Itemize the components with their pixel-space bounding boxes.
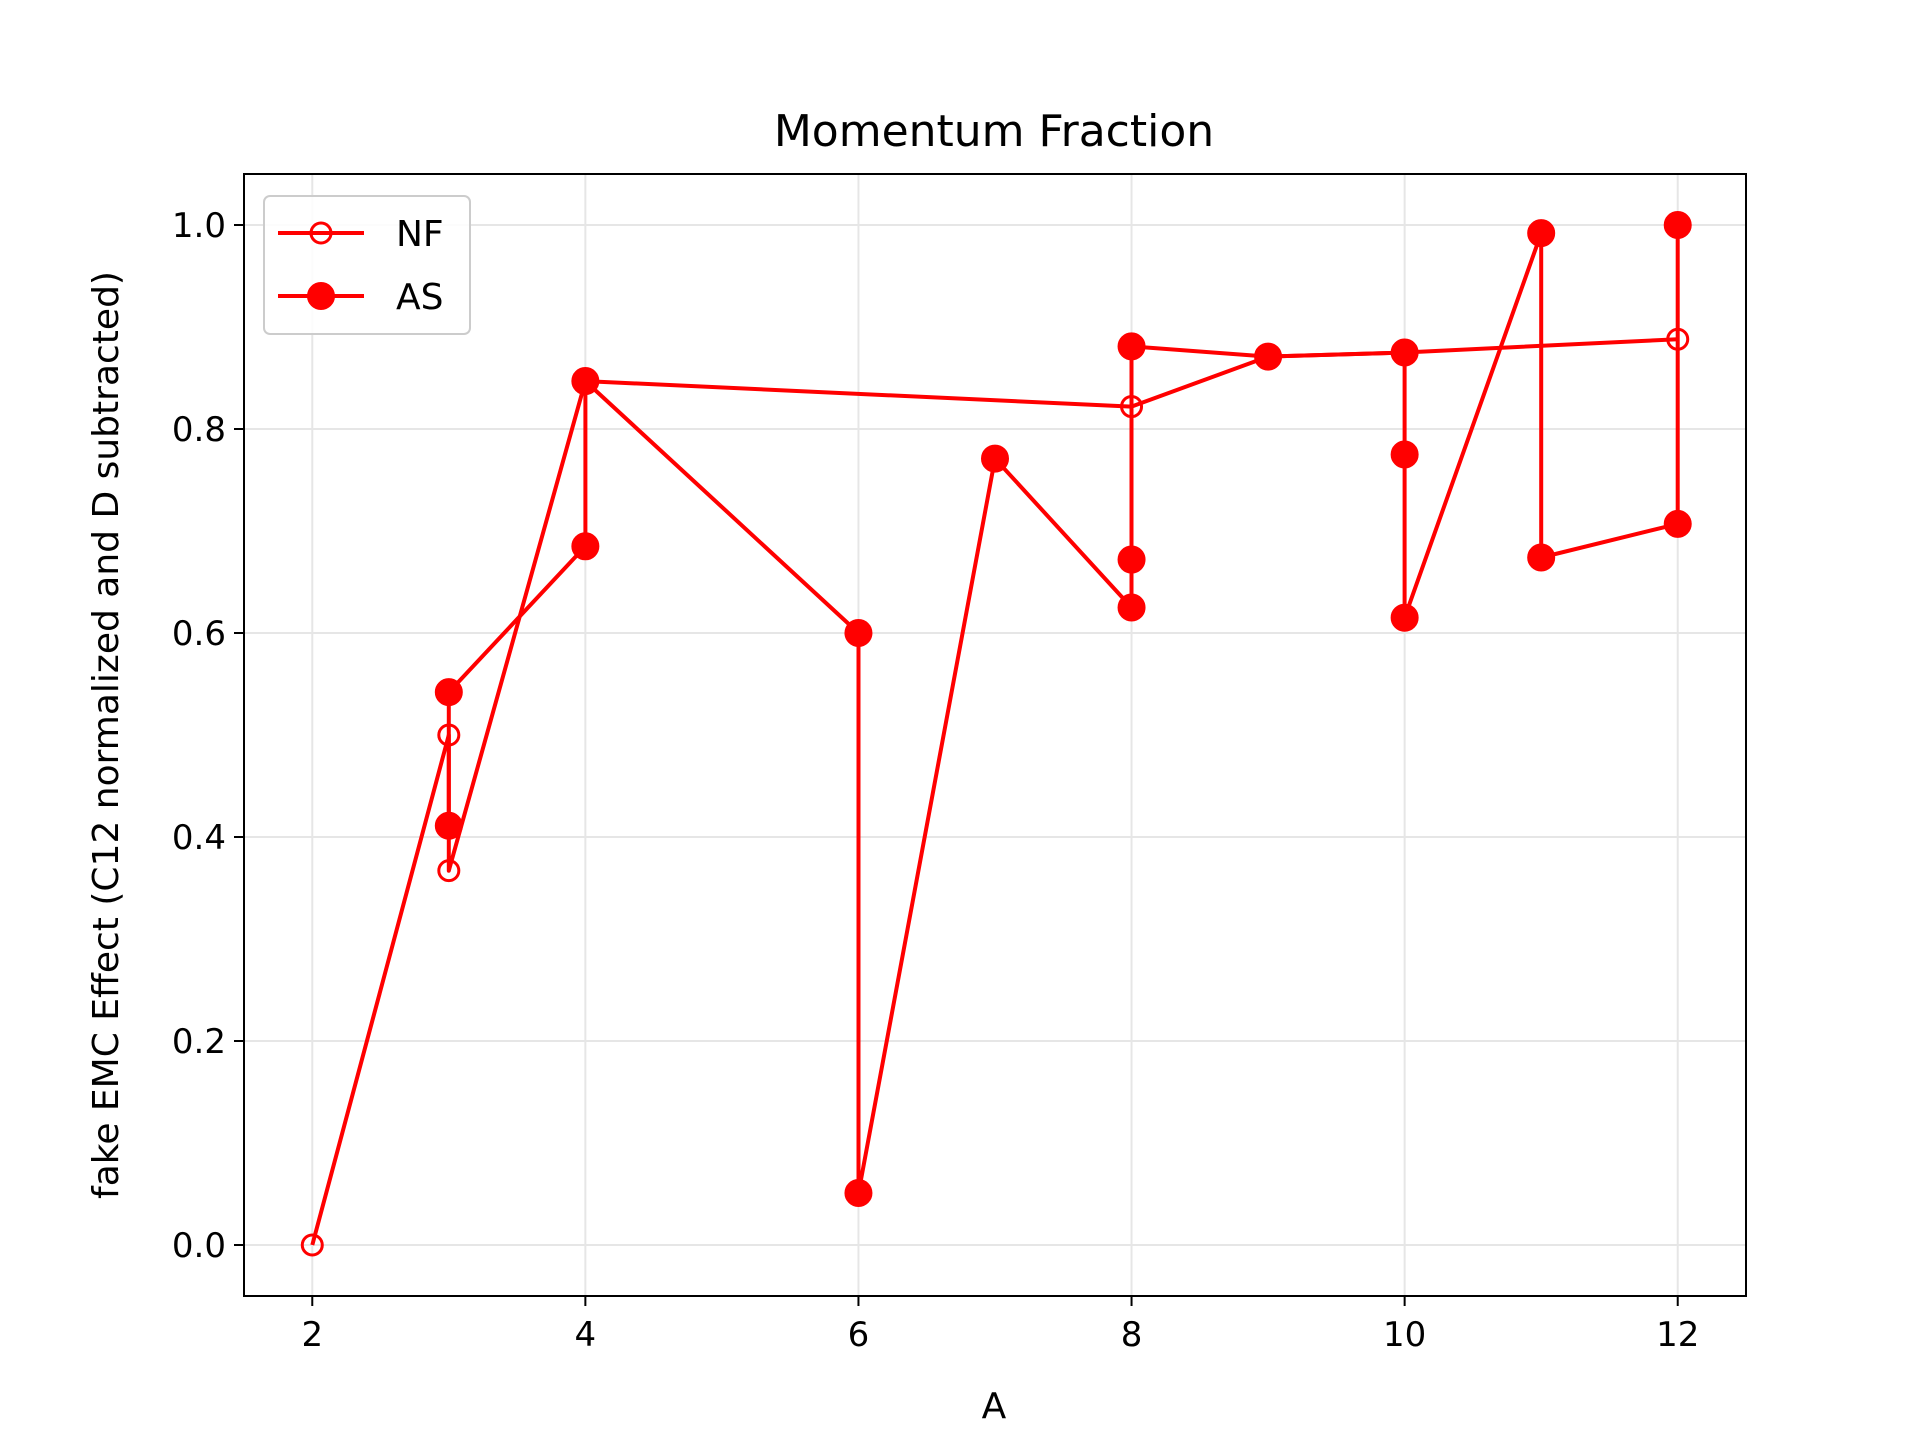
data-point-as (1117, 593, 1146, 622)
y-tick-label: 0.2 (172, 1022, 226, 1062)
data-point-as (844, 619, 873, 647)
y-tick-label: 0.0 (172, 1226, 226, 1266)
y-tick-label: 0.4 (172, 818, 226, 858)
data-point-as (1254, 342, 1283, 371)
plot-frame (243, 173, 1747, 1297)
series-line-as (446, 225, 1680, 1195)
data-point-as (1527, 219, 1556, 248)
data-point-as (1663, 509, 1692, 538)
x-tick-label: 4 (575, 1315, 597, 1355)
ticks: 2 4 6 8 10 12 0.0 0.2 0.4 0.6 0.8 1.0 (172, 206, 1699, 1355)
data-point-nf (437, 859, 461, 883)
data-point-as (1117, 545, 1146, 574)
x-tick-label: 8 (1121, 1315, 1143, 1355)
y-tick-label: 0.6 (172, 614, 226, 654)
legend-marker-as (307, 282, 335, 310)
data-point-nf (300, 1233, 324, 1257)
data-point-as (434, 811, 463, 840)
data-point-as (434, 678, 463, 707)
series-layer (300, 211, 1692, 1257)
x-tick-label: 2 (301, 1315, 323, 1355)
data-point-as (844, 1178, 873, 1207)
data-point-as (571, 532, 600, 561)
data-point-as (1663, 211, 1692, 239)
x-tick-label: 12 (1656, 1315, 1699, 1355)
data-point-as (1390, 603, 1419, 632)
legend: NF AS (263, 195, 471, 335)
legend-marker-nf (309, 221, 333, 245)
data-point-as (1117, 332, 1146, 361)
y-axis-label: fake EMC Effect (C12 normalized and D su… (86, 271, 127, 1199)
data-point-as (1390, 440, 1419, 469)
legend-label-as: AS (396, 277, 443, 318)
data-point-as (1527, 543, 1556, 572)
y-tick-label: 0.8 (172, 410, 226, 450)
chart-title: Momentum Fraction (774, 106, 1214, 157)
legend-label-nf: NF (396, 214, 444, 255)
y-tick-label: 1.0 (172, 206, 226, 246)
x-axis-label: A (982, 1386, 1007, 1427)
data-point-as (981, 444, 1009, 473)
data-point-as (571, 367, 600, 396)
data-point-as (1390, 338, 1419, 367)
x-tick-label: 10 (1383, 1315, 1426, 1355)
x-tick-label: 6 (848, 1315, 870, 1355)
